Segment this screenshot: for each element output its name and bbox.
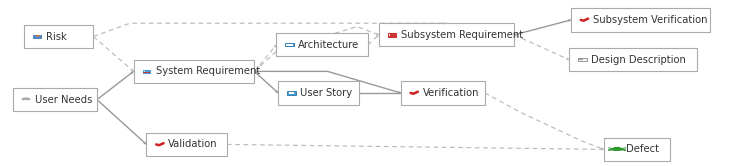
Text: Architecture: Architecture xyxy=(299,40,359,50)
Text: Risk: Risk xyxy=(45,32,67,42)
FancyBboxPatch shape xyxy=(379,23,514,46)
Circle shape xyxy=(22,98,30,100)
Bar xyxy=(143,70,151,73)
FancyBboxPatch shape xyxy=(569,48,697,71)
Polygon shape xyxy=(37,35,41,37)
Text: System Requirement: System Requirement xyxy=(155,66,260,76)
Bar xyxy=(285,43,294,46)
Text: Validation: Validation xyxy=(168,139,218,149)
FancyBboxPatch shape xyxy=(278,81,359,105)
Text: User Needs: User Needs xyxy=(34,95,92,105)
Text: Subsystem Verification: Subsystem Verification xyxy=(593,15,707,25)
Bar xyxy=(388,36,396,37)
Bar xyxy=(578,58,586,61)
Text: Verification: Verification xyxy=(423,88,479,98)
FancyBboxPatch shape xyxy=(133,60,255,83)
Bar xyxy=(286,44,293,46)
Bar xyxy=(289,92,294,94)
FancyBboxPatch shape xyxy=(23,25,94,48)
Circle shape xyxy=(614,147,620,149)
FancyBboxPatch shape xyxy=(571,8,710,32)
Text: Design Description: Design Description xyxy=(591,55,686,65)
Text: Subsystem Requirement: Subsystem Requirement xyxy=(401,30,523,40)
FancyBboxPatch shape xyxy=(277,33,367,56)
Text: Defect: Defect xyxy=(626,144,659,154)
FancyBboxPatch shape xyxy=(401,81,485,105)
Text: User Story: User Story xyxy=(300,88,352,98)
Bar xyxy=(578,58,582,59)
FancyBboxPatch shape xyxy=(146,133,227,156)
Bar xyxy=(33,35,41,38)
Circle shape xyxy=(611,148,623,150)
Bar xyxy=(287,91,296,95)
Bar xyxy=(388,33,396,37)
FancyBboxPatch shape xyxy=(12,88,97,111)
FancyBboxPatch shape xyxy=(604,138,670,161)
Bar xyxy=(143,72,151,73)
